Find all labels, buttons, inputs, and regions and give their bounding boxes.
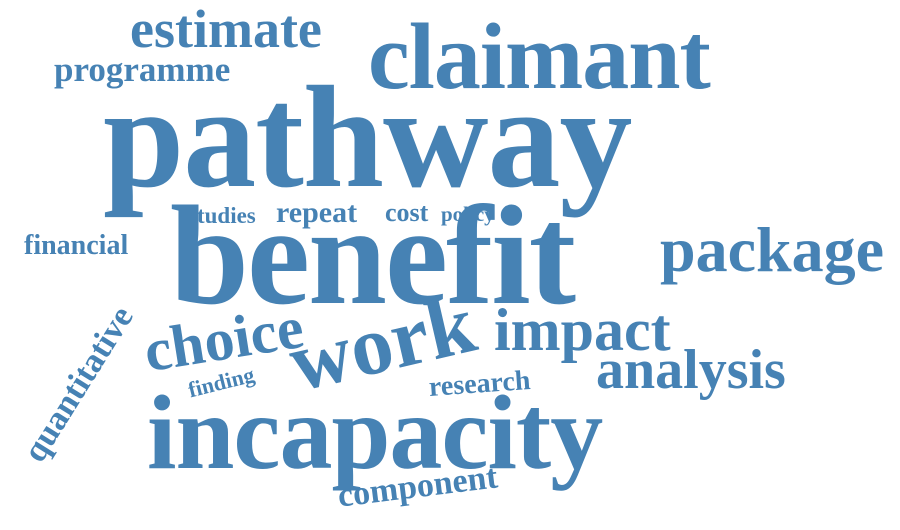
word-benefit: benefit [170, 176, 576, 334]
word-claimant: claimant [368, 5, 711, 109]
word-analysis: analysis [596, 339, 786, 401]
word-repeat: repeat [276, 196, 358, 229]
word-pathway: pathway [103, 56, 632, 218]
word-impact: impact [494, 297, 671, 363]
word-financial: financial [24, 230, 129, 261]
word-studies: studies [188, 203, 256, 228]
word-incapacity: incapacity [147, 374, 603, 491]
word-cost: cost [385, 198, 429, 227]
word-programme: programme [54, 50, 231, 89]
word-policy: policy [441, 202, 495, 226]
word-estimate: estimate [130, 0, 322, 59]
word-research: research [427, 364, 532, 403]
word-quantitative: quantitative [16, 299, 141, 469]
word-package: package [660, 214, 884, 285]
